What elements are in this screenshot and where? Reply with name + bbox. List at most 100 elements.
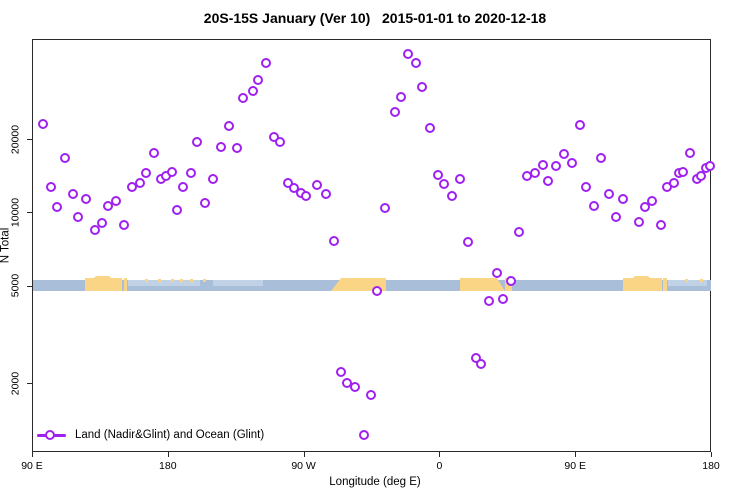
data-point — [498, 294, 509, 305]
data-point — [67, 189, 78, 200]
data-point — [208, 173, 219, 184]
land-bump — [632, 276, 651, 280]
data-point — [247, 86, 258, 97]
data-point — [238, 92, 249, 103]
data-point — [581, 181, 592, 192]
data-point — [149, 148, 160, 159]
data-point — [253, 74, 264, 85]
data-point — [395, 91, 406, 102]
data-point — [454, 174, 465, 185]
legend-label: Land (Nadir&Glint) and Ocean (Glint) — [75, 429, 265, 441]
y-tick-label: 10000 — [9, 197, 22, 228]
data-point — [329, 236, 340, 247]
data-point — [261, 58, 272, 69]
data-point — [439, 179, 450, 190]
data-point — [425, 123, 436, 134]
y-tick — [27, 212, 32, 214]
data-point — [200, 197, 211, 208]
data-point — [669, 178, 680, 189]
data-point — [417, 82, 428, 93]
data-point — [231, 143, 242, 154]
data-point — [484, 296, 495, 307]
data-point — [633, 216, 644, 227]
data-point — [166, 166, 177, 177]
data-point — [656, 220, 667, 231]
land-segment — [124, 278, 128, 291]
data-point — [402, 49, 413, 60]
data-point — [462, 237, 473, 248]
data-point — [640, 201, 651, 212]
data-point — [45, 181, 56, 192]
data-point — [192, 136, 203, 147]
data-point — [134, 178, 145, 189]
data-point — [410, 57, 421, 68]
data-point — [574, 119, 585, 130]
data-point — [611, 212, 622, 223]
data-point — [372, 285, 383, 296]
y-tick — [27, 383, 32, 384]
x-tick — [32, 452, 33, 457]
x-tick-label: 180 — [159, 460, 177, 472]
legend-marker-icon — [45, 430, 55, 440]
data-point — [618, 194, 629, 204]
x-tick — [575, 452, 577, 457]
data-point — [470, 352, 481, 363]
land-segment — [623, 278, 662, 291]
data-point — [705, 161, 716, 172]
data-point — [275, 136, 286, 147]
y-tick — [27, 285, 32, 287]
y-tick-label: 5000 — [9, 274, 22, 298]
x-tick — [167, 452, 169, 457]
land-bump — [94, 276, 111, 280]
data-point — [647, 195, 658, 206]
island-speck — [145, 279, 149, 282]
island-speck — [202, 279, 206, 282]
data-point — [514, 226, 525, 237]
data-point — [73, 212, 84, 223]
land-segment — [84, 278, 122, 291]
data-point — [506, 275, 517, 286]
data-point — [59, 152, 70, 163]
x-tick — [303, 452, 305, 457]
x-tick — [439, 452, 441, 457]
land-segment — [331, 278, 386, 291]
chart-title: 20S-15S January (Ver 10) 2015-01-01 to 2… — [203, 10, 547, 26]
data-point — [432, 169, 443, 180]
x-tick-label: 180 — [702, 460, 720, 472]
data-point — [566, 157, 577, 168]
data-point — [537, 159, 548, 170]
data-point — [223, 120, 234, 131]
x-tick-label: 0 — [436, 460, 443, 472]
data-point — [358, 429, 369, 440]
x-tick-label: 90 E — [564, 460, 586, 472]
data-point — [389, 106, 400, 117]
y-tick-label: 2000 — [9, 371, 22, 395]
x-tick — [711, 452, 712, 457]
data-point — [350, 382, 361, 393]
island-speck — [190, 279, 194, 282]
shallow-zone — [667, 280, 707, 286]
data-point — [103, 200, 114, 211]
data-point — [447, 191, 458, 202]
data-point — [118, 220, 129, 231]
data-point — [37, 118, 48, 129]
data-point — [311, 179, 322, 190]
x-tick-label: 90 E — [21, 460, 43, 472]
data-point — [185, 167, 196, 178]
data-point — [215, 141, 226, 152]
data-point — [476, 358, 487, 369]
data-point — [558, 149, 569, 160]
y-tick-label: 20000 — [9, 124, 22, 154]
land-segment — [460, 278, 505, 291]
data-point — [492, 268, 503, 279]
data-point — [551, 160, 562, 171]
data-point — [89, 225, 100, 236]
data-point — [678, 166, 689, 177]
data-point — [321, 188, 332, 199]
data-point — [380, 202, 391, 213]
data-point — [141, 168, 152, 179]
data-point — [543, 175, 554, 186]
data-point — [81, 194, 92, 204]
data-point — [530, 167, 541, 178]
